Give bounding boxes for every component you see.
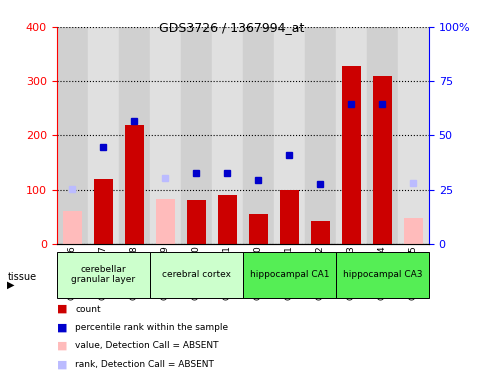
Text: GDS3726 / 1367994_at: GDS3726 / 1367994_at <box>159 21 304 34</box>
Text: ▶: ▶ <box>7 280 15 290</box>
Bar <box>156 199 175 244</box>
Text: hippocampal CA3: hippocampal CA3 <box>343 270 422 279</box>
Bar <box>311 221 330 244</box>
Text: ■: ■ <box>57 341 67 351</box>
Text: rank, Detection Call = ABSENT: rank, Detection Call = ABSENT <box>75 360 214 369</box>
Text: count: count <box>75 305 101 314</box>
Bar <box>243 252 336 298</box>
Bar <box>398 27 429 244</box>
Text: ■: ■ <box>57 304 67 314</box>
Bar <box>280 190 299 244</box>
Bar <box>336 252 429 298</box>
Text: tissue: tissue <box>7 272 36 282</box>
Bar <box>274 27 305 244</box>
Text: ■: ■ <box>57 323 67 333</box>
Bar <box>57 252 150 298</box>
Bar <box>181 27 212 244</box>
Bar <box>342 66 361 244</box>
Bar <box>88 27 119 244</box>
Bar <box>57 27 88 244</box>
Bar <box>150 252 243 298</box>
Bar <box>305 27 336 244</box>
Text: value, Detection Call = ABSENT: value, Detection Call = ABSENT <box>75 341 219 351</box>
Bar <box>119 27 150 244</box>
Bar <box>336 27 367 244</box>
Text: percentile rank within the sample: percentile rank within the sample <box>75 323 229 332</box>
Bar <box>249 214 268 244</box>
Text: cerebellar
granular layer: cerebellar granular layer <box>71 265 135 284</box>
Bar <box>243 27 274 244</box>
Bar <box>373 76 391 244</box>
Text: hippocampal CA1: hippocampal CA1 <box>249 270 329 279</box>
Bar <box>404 218 423 244</box>
Bar <box>150 27 181 244</box>
Bar <box>187 200 206 244</box>
Bar <box>212 27 243 244</box>
Bar <box>63 211 81 244</box>
Bar <box>125 124 143 244</box>
Text: cerebral cortex: cerebral cortex <box>162 270 231 279</box>
Text: ■: ■ <box>57 359 67 369</box>
Bar <box>367 27 398 244</box>
Bar <box>94 179 112 244</box>
Bar <box>218 195 237 244</box>
